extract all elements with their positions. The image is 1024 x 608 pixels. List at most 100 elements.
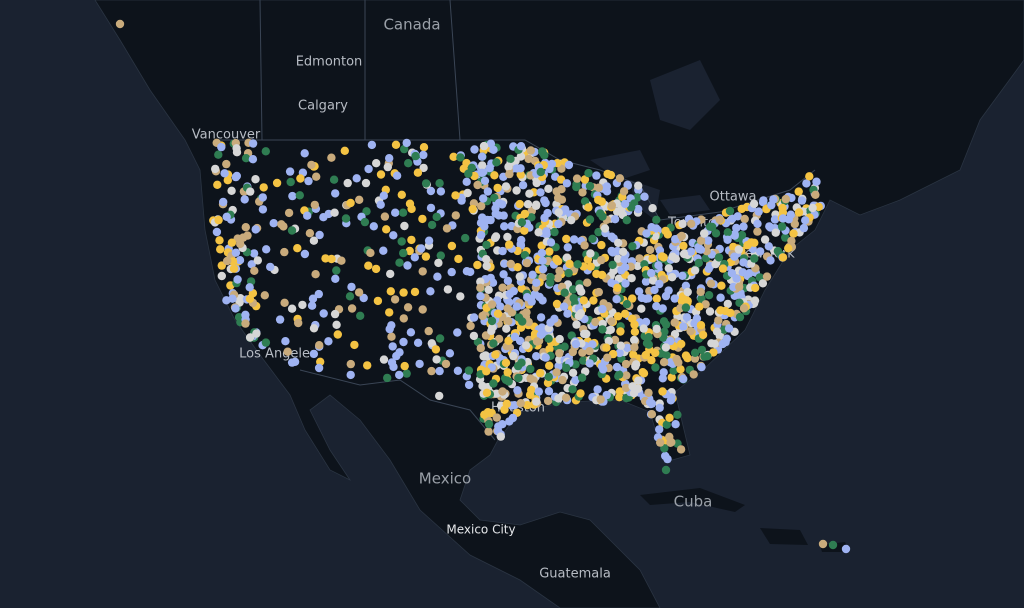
location-dot [514, 373, 523, 383]
location-dot [661, 343, 671, 352]
location-dot [473, 337, 483, 347]
location-dot [546, 238, 556, 247]
location-dot [366, 248, 375, 258]
location-dot [249, 249, 259, 258]
location-dot [213, 180, 222, 189]
location-dot [579, 296, 588, 305]
location-dot [379, 355, 389, 364]
location-dot [369, 222, 378, 231]
location-dot [562, 234, 571, 244]
location-dot [516, 170, 525, 179]
location-dot [248, 155, 258, 164]
location-dot [560, 288, 569, 297]
location-dot [385, 308, 394, 317]
location-dot [630, 320, 639, 329]
location-dot [388, 342, 397, 351]
location-dot [781, 233, 790, 242]
location-dot [696, 245, 706, 254]
location-dot [648, 276, 658, 285]
location-dot [596, 395, 605, 404]
location-dot [405, 246, 414, 256]
location-dot [652, 215, 661, 224]
location-dot [341, 214, 351, 223]
location-dot [415, 359, 424, 369]
location-dot [722, 334, 731, 343]
location-dot [346, 370, 355, 380]
location-dot [527, 213, 536, 222]
location-dot [490, 233, 500, 243]
location-dot [419, 143, 429, 152]
location-dot [243, 231, 252, 240]
location-dot [544, 334, 553, 343]
location-dot [400, 221, 409, 231]
location-dot [545, 247, 554, 256]
location-dot [469, 331, 479, 341]
location-dot [464, 169, 473, 178]
location-dot [701, 300, 710, 309]
location-dot [310, 200, 319, 210]
location-dot [304, 176, 313, 186]
location-dot [532, 352, 541, 361]
location-dot [690, 319, 699, 328]
location-dot [516, 399, 525, 408]
location-dot [478, 311, 487, 321]
location-dot [728, 214, 737, 223]
location-dot [784, 244, 793, 253]
location-dot [669, 366, 678, 375]
location-dot [371, 264, 381, 274]
location-dot [569, 294, 578, 303]
location-dot [227, 186, 236, 195]
location-dot [802, 179, 811, 188]
location-dot [700, 229, 709, 238]
location-dot [447, 267, 456, 277]
location-dot [637, 293, 646, 303]
location-dot [247, 260, 256, 269]
location-dot [261, 147, 270, 156]
location-dot [711, 229, 721, 238]
location-dot [544, 372, 553, 381]
location-dot [407, 235, 416, 245]
location-dot [470, 145, 479, 154]
location-dot [402, 369, 411, 378]
location-dot [536, 167, 545, 177]
location-dot [621, 383, 631, 393]
location-dot [764, 242, 773, 251]
location-dot [598, 325, 607, 334]
location-dot [787, 236, 796, 246]
location-dot [385, 324, 394, 334]
location-dot [620, 199, 630, 209]
location-dot [732, 223, 741, 233]
location-dot [214, 215, 223, 225]
location-dot [641, 317, 651, 327]
location-dot [621, 279, 630, 288]
location-dot [579, 356, 588, 365]
country-label: Mexico [419, 470, 471, 488]
location-dot [532, 278, 541, 287]
location-dot [778, 203, 787, 213]
location-dot [532, 397, 541, 406]
location-dot [400, 361, 409, 371]
location-dot [262, 245, 271, 254]
location-dot [491, 350, 500, 359]
location-dot [503, 368, 512, 377]
location-dot [436, 187, 446, 196]
location-dot [657, 252, 667, 261]
location-dot [554, 394, 563, 403]
location-dot [718, 264, 728, 273]
location-dot [510, 332, 520, 341]
location-dot [620, 309, 630, 318]
city-label: Los Angeles [239, 347, 317, 362]
location-dot [454, 254, 463, 264]
location-dot [569, 285, 578, 294]
location-dot [241, 223, 250, 232]
location-dot [515, 272, 524, 281]
location-dot [717, 281, 726, 290]
location-dot [494, 211, 503, 220]
location-dot [501, 358, 511, 367]
location-dot [739, 258, 748, 267]
location-dot [735, 312, 745, 322]
location-dot [686, 247, 696, 256]
location-dot [735, 282, 744, 291]
location-dot [435, 366, 444, 376]
location-dot [510, 401, 519, 410]
